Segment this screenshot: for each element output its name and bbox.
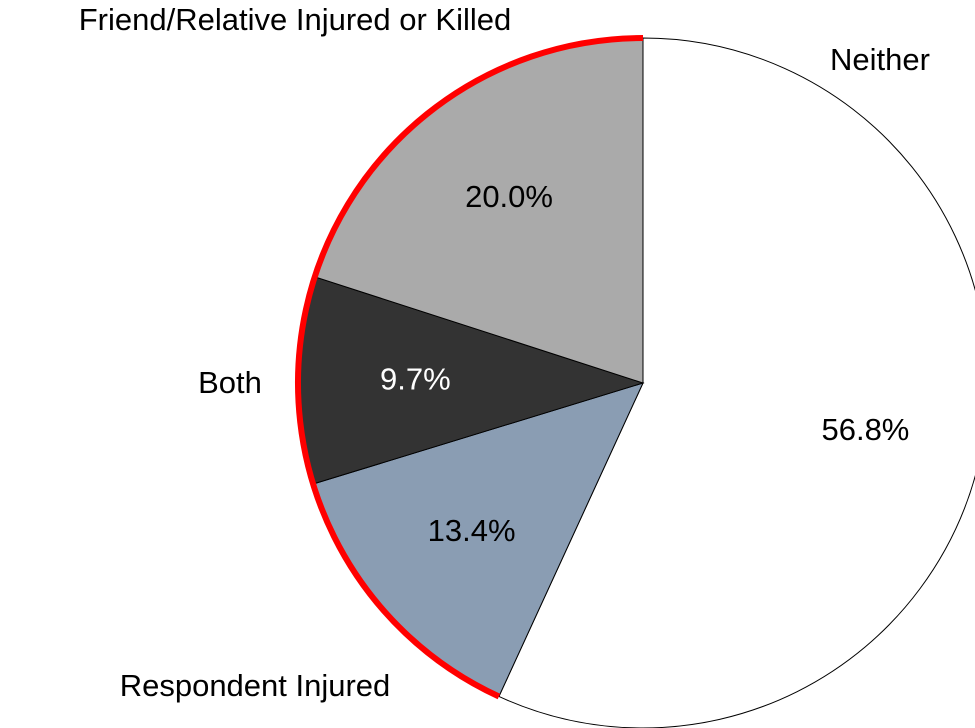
category-label: Both: [198, 365, 262, 400]
data-label: 20.0%: [465, 179, 553, 214]
data-label: 13.4%: [428, 513, 516, 548]
pie-slice: [498, 37, 975, 728]
category-label: Respondent Injured: [120, 668, 391, 703]
category-label: Neither: [830, 42, 930, 77]
highlight-arc: [295, 35, 644, 700]
data-label: 9.7%: [380, 361, 451, 396]
category-label: Friend/Relative Injured or Killed: [79, 2, 512, 37]
data-label: 56.8%: [821, 412, 909, 447]
